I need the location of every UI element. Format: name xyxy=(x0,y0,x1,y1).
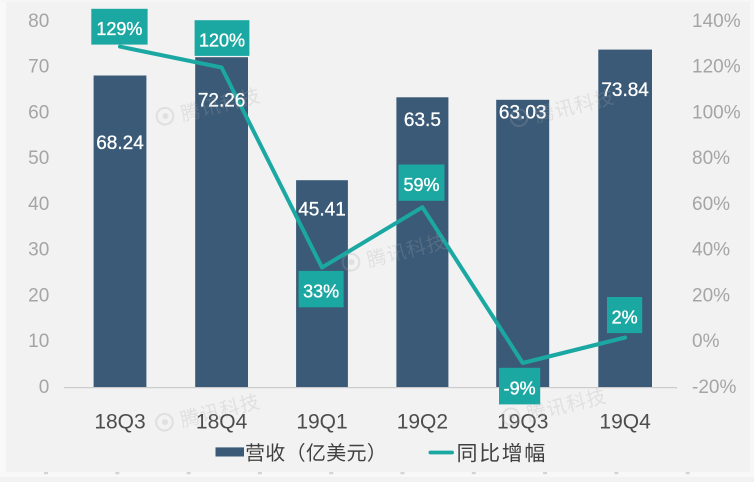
svg-text:60: 60 xyxy=(28,102,49,123)
svg-text:18Q3: 18Q3 xyxy=(94,411,145,434)
svg-text:80: 80 xyxy=(28,11,49,32)
svg-text:72.26: 72.26 xyxy=(198,91,246,112)
svg-text:10: 10 xyxy=(28,331,49,352)
svg-text:80%: 80% xyxy=(692,148,730,169)
svg-text:19Q2: 19Q2 xyxy=(397,411,448,434)
svg-text:20%: 20% xyxy=(692,285,730,306)
svg-text:120%: 120% xyxy=(692,57,741,78)
svg-text:20: 20 xyxy=(28,285,49,306)
svg-text:59%: 59% xyxy=(403,175,439,195)
svg-text:19Q3: 19Q3 xyxy=(497,411,548,434)
svg-text:73.84: 73.84 xyxy=(601,80,649,101)
svg-text:120%: 120% xyxy=(199,30,245,50)
svg-text:45.41: 45.41 xyxy=(298,199,346,220)
svg-text:68.24: 68.24 xyxy=(96,133,144,154)
svg-text:0: 0 xyxy=(39,377,50,398)
svg-text:63.5: 63.5 xyxy=(404,110,441,131)
svg-text:60%: 60% xyxy=(692,194,730,215)
svg-text:129%: 129% xyxy=(96,19,142,39)
svg-text:33%: 33% xyxy=(303,281,339,301)
svg-text:18Q4: 18Q4 xyxy=(196,411,248,434)
svg-text:-20%: -20% xyxy=(692,377,736,398)
svg-text:40%: 40% xyxy=(692,240,730,261)
svg-text:2%: 2% xyxy=(612,307,638,327)
svg-text:140%: 140% xyxy=(692,11,741,32)
svg-text:-9%: -9% xyxy=(504,378,536,398)
svg-text:50: 50 xyxy=(28,148,49,169)
svg-text:100%: 100% xyxy=(692,102,741,123)
svg-text:63.03: 63.03 xyxy=(499,102,547,123)
svg-text:30: 30 xyxy=(28,240,49,261)
svg-text:19Q1: 19Q1 xyxy=(296,411,347,434)
svg-text:19Q4: 19Q4 xyxy=(599,411,651,434)
svg-text:40: 40 xyxy=(28,194,49,215)
svg-text:0%: 0% xyxy=(692,331,720,352)
svg-text:70: 70 xyxy=(28,57,49,78)
